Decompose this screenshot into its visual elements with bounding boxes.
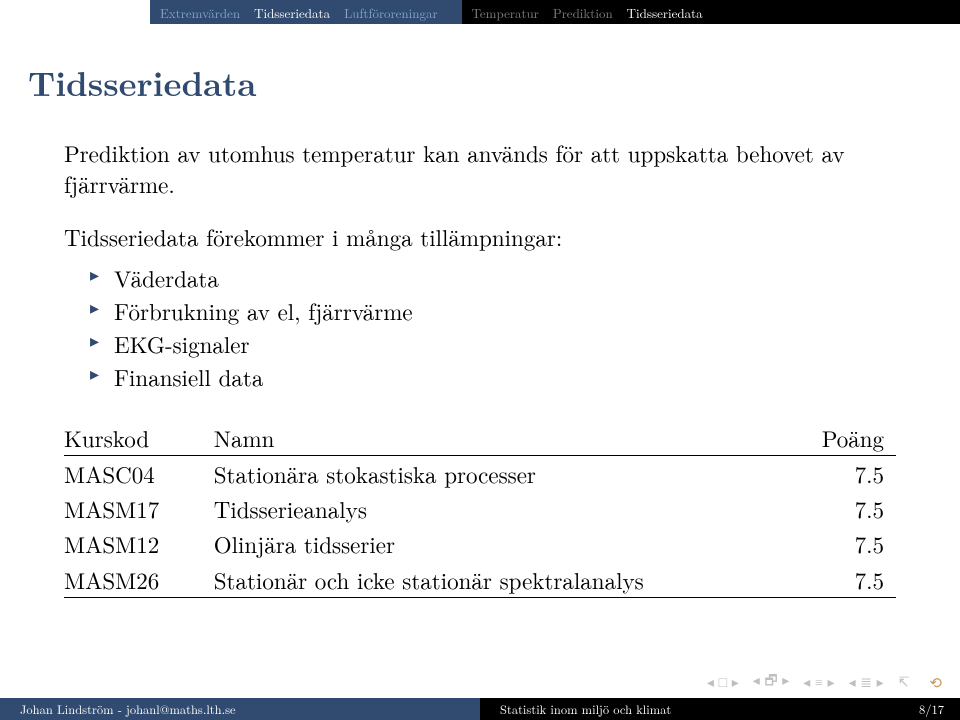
nav-section[interactable]: Tidsseriedata xyxy=(254,3,330,22)
table-row: MASM17 Tidsserieanalys 7.5 xyxy=(64,491,896,526)
beamer-nav-icons: ◂ □ ▸ ◂ 🗗 ▸ ◂ ≡ ▸ ◂ ≣ ▸ ↸ ⟲ xyxy=(707,670,942,694)
table-row: MASM26 Stationär och icke stationär spek… xyxy=(64,562,896,598)
table-cell: 7.5 xyxy=(780,526,896,561)
top-nav-right: Temperatur Prediktion Tidsseriedata xyxy=(462,0,960,24)
nav-prevsec-icon[interactable]: ◂ ≡ ▸ xyxy=(803,672,834,692)
nav-subsection[interactable]: Prediktion xyxy=(553,3,613,22)
table-header: Kurskod xyxy=(64,420,214,456)
table-cell: Stationära stokastiska processer xyxy=(214,456,780,492)
table-cell: Olinjära tidsserier xyxy=(214,526,780,561)
footer: Johan Lindström - johanl@maths.lth.se St… xyxy=(0,698,960,720)
slide-content: Prediktion av utomhus temperatur kan anv… xyxy=(0,107,960,598)
table-cell: 7.5 xyxy=(780,456,896,492)
table-cell: 7.5 xyxy=(780,491,896,526)
table-cell: Tidsserieanalys xyxy=(214,491,780,526)
table-row: MASM12 Olinjära tidsserier 7.5 xyxy=(64,526,896,561)
table-header: Namn xyxy=(214,420,780,456)
nav-undo-icon[interactable]: ⟲ xyxy=(929,672,942,693)
nav-subsection[interactable]: Tidsseriedata xyxy=(627,3,703,22)
top-nav-left: Extremvärden Tidsseriedata Luftförorenin… xyxy=(150,0,462,24)
list-item: Finansiell data xyxy=(90,361,896,392)
nav-section[interactable]: Extremvärden xyxy=(160,3,240,22)
footer-author: Johan Lindström - johanl@maths.lth.se xyxy=(0,698,480,720)
list-item: Förbrukning av el, fjärrvärme xyxy=(90,295,896,326)
bullet-list: Väderdata Förbrukning av el, fjärrvärme … xyxy=(64,262,896,392)
table-cell: 7.5 xyxy=(780,562,896,598)
nav-section[interactable]: Luftföroreningar xyxy=(344,3,438,22)
list-item: EKG-signaler xyxy=(90,328,896,359)
subheading-text: Tidsseriedata förekommer i många tillämp… xyxy=(64,221,896,252)
intro-text: Prediktion av utomhus temperatur kan anv… xyxy=(64,137,896,199)
list-item: Väderdata xyxy=(90,262,896,293)
nav-prev-icon[interactable]: ◂ 🗗 ▸ xyxy=(753,670,790,694)
slide-title: Tidsseriedata xyxy=(0,24,960,107)
nav-first-icon[interactable]: ◂ □ ▸ xyxy=(707,672,739,692)
table-cell: MASM12 xyxy=(64,526,214,561)
table-cell: MASM26 xyxy=(64,562,214,598)
course-table: Kurskod Namn Poäng MASC04 Stationära sto… xyxy=(64,420,896,597)
footer-title: Statistik inom miljö och klimat 8/17 xyxy=(480,698,960,720)
table-header-row: Kurskod Namn Poäng xyxy=(64,420,896,456)
table-row: MASC04 Stationära stokastiska processer … xyxy=(64,456,896,492)
table-cell: Stationär och icke stationär spektralana… xyxy=(214,562,780,598)
page-number: 8/17 xyxy=(919,700,944,718)
table-cell: MASM17 xyxy=(64,491,214,526)
footer-title-text: Statistik inom miljö och klimat xyxy=(500,700,671,718)
nav-subsection[interactable]: Temperatur xyxy=(472,3,539,22)
nav-back-icon[interactable]: ↸ xyxy=(898,672,910,692)
table-cell: MASC04 xyxy=(64,456,214,492)
nav-nextsec-icon[interactable]: ◂ ≣ ▸ xyxy=(849,672,884,692)
top-nav: Extremvärden Tidsseriedata Luftförorenin… xyxy=(0,0,960,24)
table-header: Poäng xyxy=(780,420,896,456)
